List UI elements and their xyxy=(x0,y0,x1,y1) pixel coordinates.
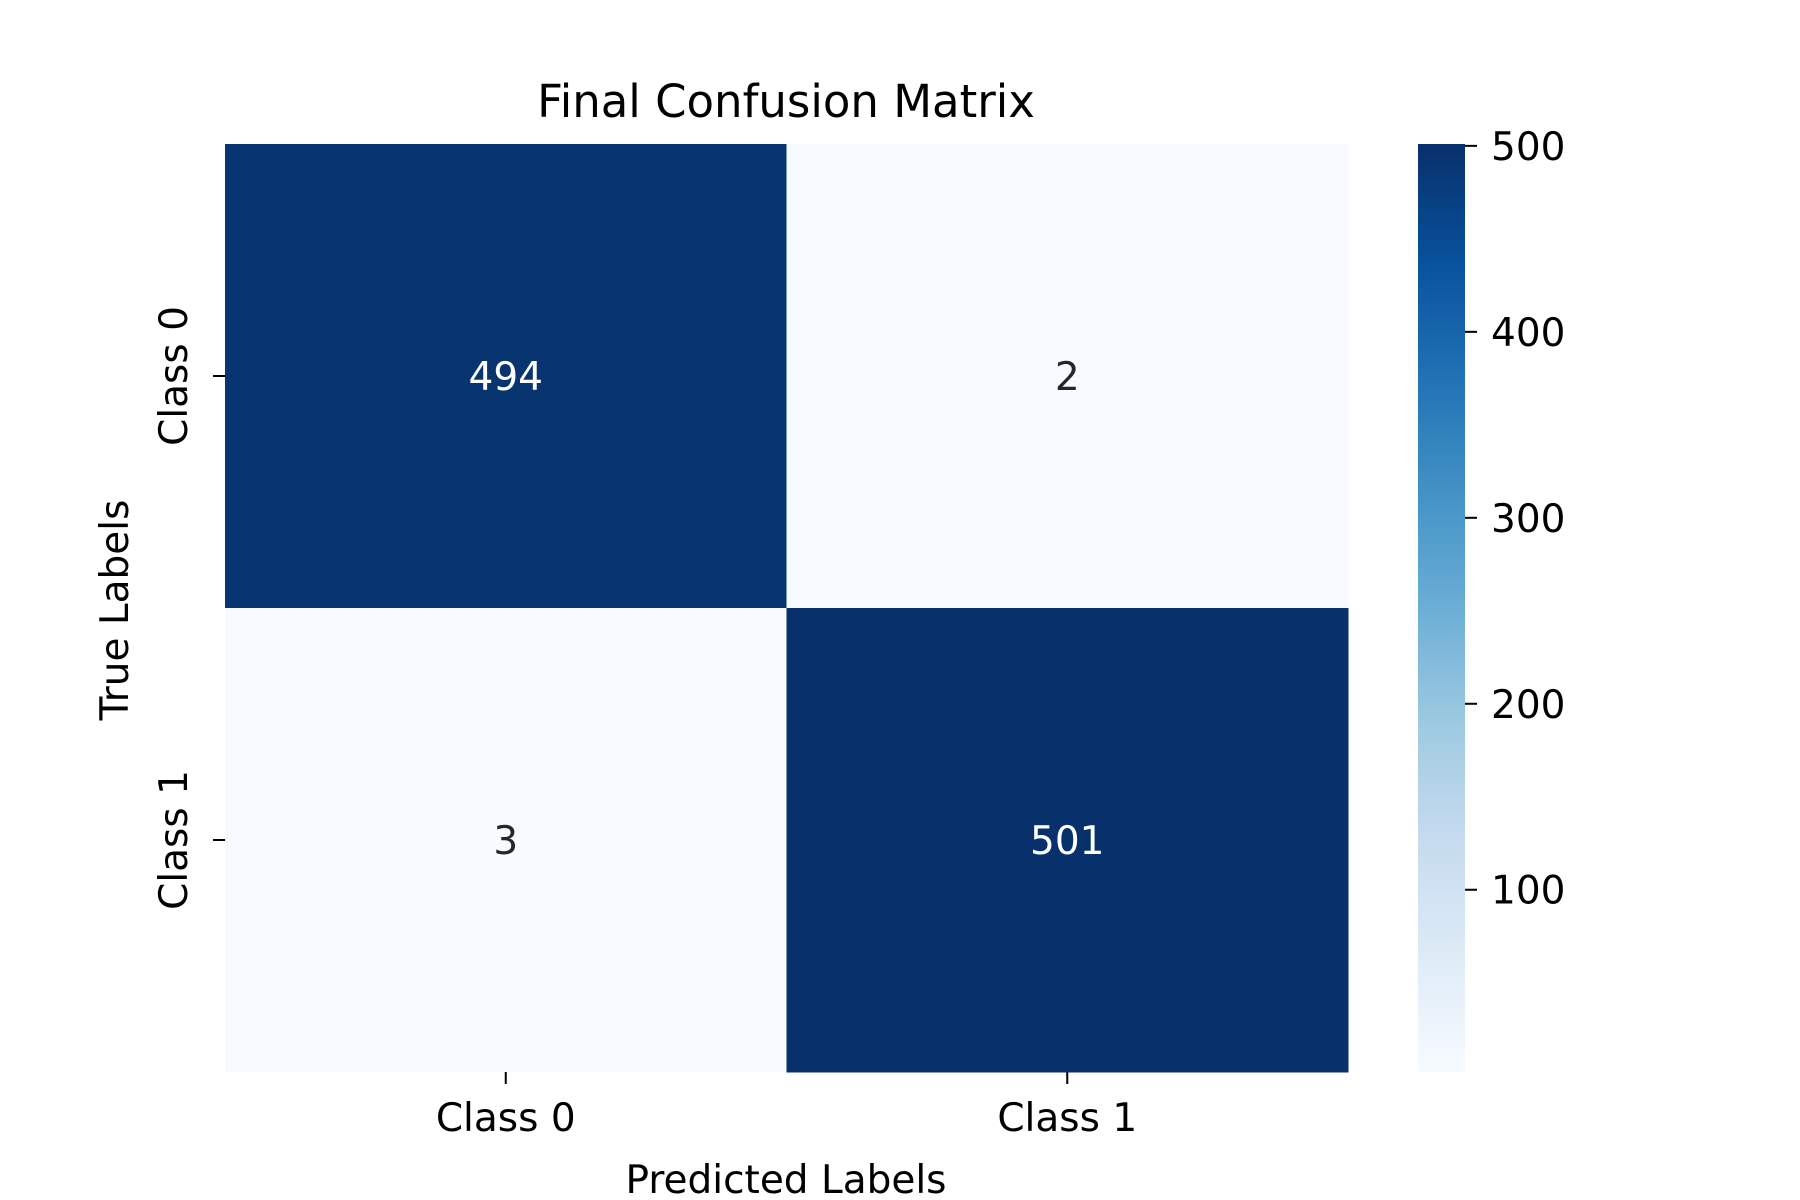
colorbar-tick-label: 300 xyxy=(1491,497,1565,542)
cell-annotations: 494 2 3 501 xyxy=(469,355,1105,864)
x-axis-label: Predicted Labels xyxy=(625,1158,946,1200)
heatmap-cell xyxy=(786,144,1349,609)
heatmap-cell xyxy=(225,144,787,609)
heatmap-cell xyxy=(225,608,787,1073)
cell-value-label: 494 xyxy=(469,355,543,400)
y-axis: Class 0 Class 1 xyxy=(152,306,225,910)
colorbar-ticks: 100 200 300 400 500 xyxy=(1465,125,1565,914)
colorbar-tick-label: 200 xyxy=(1491,683,1565,728)
cell-value-label: 2 xyxy=(1055,355,1080,400)
x-tick-label: Class 0 xyxy=(436,1096,576,1141)
heatmap-cells xyxy=(225,144,1349,1073)
x-axis: Class 0 Class 1 xyxy=(436,1072,1137,1141)
y-axis-label: True Labels xyxy=(93,500,138,722)
heatmap-cell xyxy=(786,608,1349,1073)
colorbar-tick-label: 500 xyxy=(1491,125,1565,170)
cell-value-label: 3 xyxy=(493,819,518,864)
colorbar-tick-label: 400 xyxy=(1491,311,1565,356)
chart-title: Final Confusion Matrix xyxy=(537,75,1035,128)
cell-value-label: 501 xyxy=(1030,819,1104,864)
colorbar-tick-label: 100 xyxy=(1491,869,1565,914)
y-tick-label: Class 0 xyxy=(152,306,197,446)
x-tick-label: Class 1 xyxy=(997,1096,1137,1141)
y-tick-label: Class 1 xyxy=(152,770,197,910)
colorbar xyxy=(1418,144,1465,1072)
